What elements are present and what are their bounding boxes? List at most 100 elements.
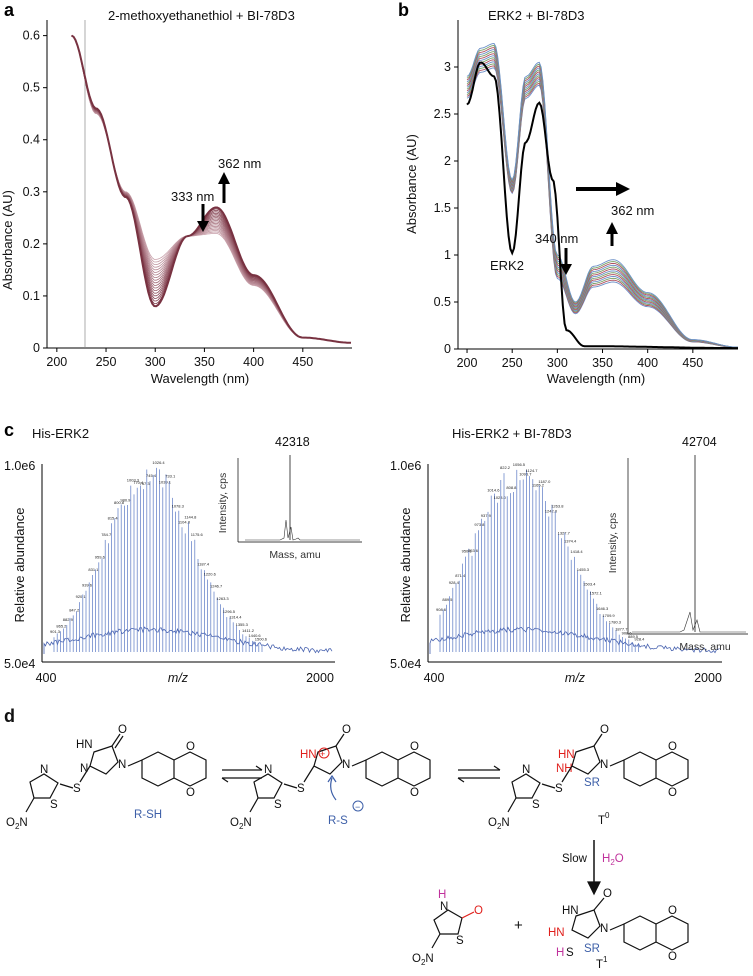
thiazolone-ring	[434, 910, 462, 934]
absorbance-curve	[467, 52, 738, 348]
carbonyl-bond-2	[115, 736, 123, 748]
panel-c-right-ylabel: Relative abundance	[398, 508, 413, 623]
inset-right-xlabel: Mass, amu	[679, 641, 731, 653]
y-tick-label: 0.6	[23, 29, 40, 43]
panel-b-xlabel: Wavelength (nm)	[547, 371, 646, 386]
panel-a-y-ticks: 00.10.20.30.40.50.6	[23, 29, 47, 355]
dioxane-o1: O	[410, 741, 419, 753]
peak-label: 808.8	[506, 485, 517, 490]
s-link: S	[555, 783, 563, 795]
peak-label: 853.6	[468, 548, 479, 553]
absorbance-curve	[467, 56, 738, 348]
peak-label: 831.1	[88, 567, 99, 572]
equilibrium-forward-2	[458, 766, 500, 770]
y-tick-label: 0.1	[23, 289, 40, 303]
panel-c-right-title: His-ERK2 + BI-78D3	[452, 426, 572, 441]
carbonyl-bond-red	[462, 912, 474, 918]
thiazole-n: N	[264, 764, 272, 776]
x-tick-label: 450	[682, 356, 703, 370]
inset-left-peak-label: 42318	[275, 435, 310, 449]
n-atom: N	[80, 763, 88, 775]
peak-label: 1327.7	[558, 530, 571, 535]
dioxane-o2: O	[410, 787, 419, 799]
panel-b-erk2-label: ERK2	[490, 258, 524, 273]
panel-c-left-xlabel: m/z	[168, 671, 189, 685]
peak-label: 1503.4	[583, 582, 596, 587]
panel-b-title: ERK2 + BI-78D3	[488, 8, 584, 23]
peak-label: 980.9	[120, 498, 131, 503]
o2n-group: O2N	[230, 817, 252, 831]
panel-a: a 2-methoxyethanethiol + BI-78D3 0 0.1 0.2…	[0, 0, 352, 386]
molecule-t0: O HN NH N SR S N S O2N O O T0	[488, 724, 688, 831]
rs-label: R-S	[328, 815, 348, 827]
peak-label: 1780.3	[609, 619, 622, 624]
absorbance-curve	[467, 60, 738, 348]
panel-c-right-xlabel: m/z	[565, 671, 586, 685]
peak-label: 889.5	[442, 597, 453, 602]
n4-atom: N	[118, 759, 126, 771]
hn-red: HN	[558, 749, 575, 761]
dioxane-ring	[398, 752, 430, 786]
slow-label: Slow	[562, 853, 588, 865]
dioxane-o2: O	[186, 787, 195, 799]
y-tick-label: 0.5	[434, 295, 451, 309]
o2n-group: O2N	[412, 953, 434, 967]
panel-d: d O HN N N S N S O2N O O	[4, 706, 688, 971]
panel-c-left-xmax: 2000	[306, 671, 334, 685]
panel-b-y-ticks: 0 0.5 1 1.5 2 2.5 3	[434, 60, 458, 356]
panel-b-annot-362: 362 nm	[611, 203, 654, 218]
panel-b-curves	[467, 44, 738, 349]
peak-label: 1572.1	[590, 591, 603, 596]
noise-baseline	[44, 627, 332, 654]
panel-a-annot-362: 362 nm	[218, 156, 261, 171]
panel-c-right-inset: 42704 Intensity, cps Mass, amu	[607, 435, 748, 653]
t0-label: T0	[598, 811, 610, 827]
absorbance-curve	[467, 62, 738, 348]
s-thiazole-bond	[542, 784, 555, 788]
peak-label: 928.4	[449, 580, 460, 585]
thiazole-ring	[30, 774, 58, 798]
panel-c-right-ytop: 1.0e6	[390, 459, 421, 473]
peak-label: 928.4	[634, 637, 645, 642]
y-tick-label: 0.2	[23, 237, 40, 251]
plus-charge: +	[320, 749, 325, 759]
peak-label: 733.1	[165, 474, 176, 479]
absorbance-curve	[467, 50, 738, 348]
x-tick-label: 350	[592, 356, 613, 370]
x-tick-label: 300	[145, 355, 166, 369]
thiazole-s: S	[50, 799, 58, 811]
peak-label: 1014.6	[487, 488, 500, 493]
o-red: O	[474, 905, 483, 917]
x-tick-label: 400	[243, 355, 264, 369]
panel-c-right: His-ERK2 + BI-78D3 1.0e6 5.0e4 Relative …	[390, 426, 748, 685]
dioxane-o2: O	[668, 787, 677, 799]
absorbance-curve	[467, 58, 738, 348]
molecule-bi78d3: O HN N N S N S O2N O O R-SH	[6, 724, 206, 831]
peak-label: 1175.6	[191, 532, 204, 537]
t1-label: T1	[596, 955, 608, 971]
peak-label: 815.4	[108, 515, 119, 520]
thiazole-s: S	[532, 799, 540, 811]
thiazole-n: N	[522, 764, 530, 776]
panel-b-x-ticks: 200 250 300 350 400 450	[457, 349, 704, 370]
absorbance-curve	[467, 54, 738, 348]
peak-label: 959.6	[95, 554, 106, 559]
absorbance-curve	[467, 46, 738, 348]
inset-right-ylabel: Intensity, cps	[607, 513, 619, 574]
s-link: S	[297, 783, 305, 795]
x-tick-label: 350	[194, 355, 215, 369]
x-tick-label: 250	[96, 355, 117, 369]
triazolidinone-ring	[572, 746, 600, 774]
s-atom: S	[566, 947, 574, 959]
x-tick-label: 300	[547, 356, 568, 370]
equilibrium-back-2	[458, 778, 500, 782]
absorbance-curve	[467, 44, 738, 348]
peak-label: 1374.4	[564, 539, 577, 544]
hn-top: HN	[562, 905, 579, 917]
s-thiazole-bond	[284, 784, 297, 788]
h2o-label: H2O	[602, 853, 624, 867]
inset-left-ylabel: Intensity, cps	[217, 473, 229, 534]
hn-label: HN	[76, 739, 93, 751]
h-magenta: H	[438, 889, 446, 901]
panel-c-left-ylabel: Relative abundance	[12, 508, 27, 623]
